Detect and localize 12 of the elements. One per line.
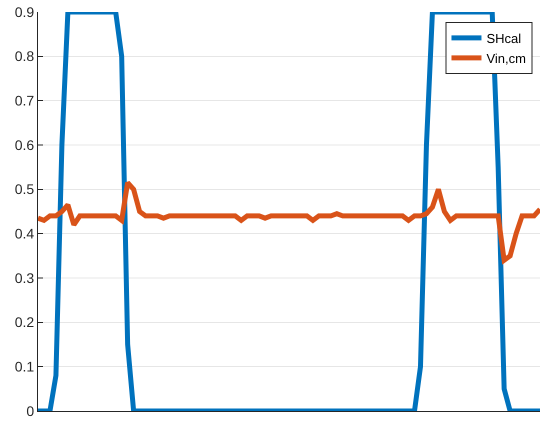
y-tick-label: 0.9 bbox=[14, 4, 34, 20]
y-tick-label: 0.6 bbox=[14, 136, 34, 153]
y-tick-label: 0.8 bbox=[14, 48, 34, 64]
y-tick-label: 0.4 bbox=[14, 226, 34, 242]
legend-label: SHcal bbox=[486, 30, 522, 46]
y-tick-label: 0.5 bbox=[14, 181, 34, 198]
y-tick-label: 0.2 bbox=[14, 314, 34, 330]
y-tick-label: 0.7 bbox=[14, 92, 34, 109]
y-tick-label: 0.1 bbox=[14, 358, 34, 375]
y-tick-label: 0.3 bbox=[14, 270, 34, 286]
y-tick-label: 0 bbox=[26, 402, 34, 419]
legend-label: Vin,cm bbox=[486, 50, 526, 66]
